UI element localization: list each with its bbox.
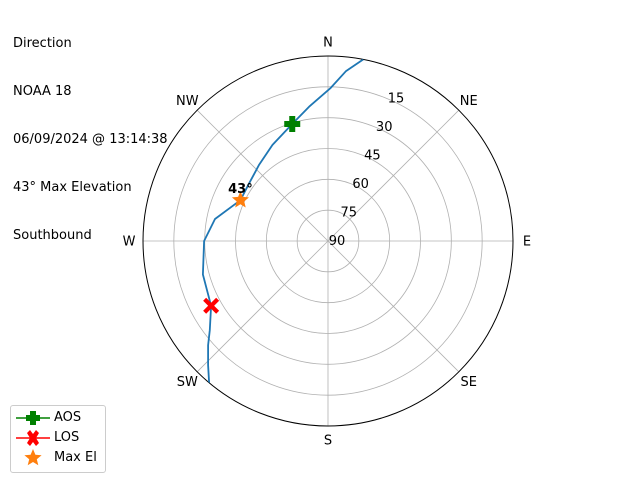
legend-label: Max El <box>54 450 97 465</box>
r-tick-label: 60 <box>352 177 369 192</box>
aos-marker <box>284 116 301 133</box>
theta-tick-label: NW <box>176 94 199 109</box>
max-el-annotation: 43° <box>228 182 253 197</box>
track-line <box>201 58 364 383</box>
theta-tick-label: SW <box>177 375 198 390</box>
grid-radial-line <box>327 109 460 242</box>
r-tick-label: 90 <box>329 234 346 249</box>
los-marker <box>203 297 220 314</box>
theta-tick-label: S <box>324 434 332 449</box>
theta-tick-label: E <box>523 235 531 250</box>
legend-item-max-el: Max El <box>11 448 105 468</box>
r-tick-label: 45 <box>364 149 381 164</box>
legend-label: LOS <box>54 430 80 445</box>
theta-tick-label: NE <box>460 94 478 109</box>
title-line: Southbound <box>13 228 92 243</box>
x-marker-icon <box>16 430 50 446</box>
r-tick-label: 30 <box>376 120 393 135</box>
star-marker-icon <box>24 449 42 466</box>
grid-radial-line <box>327 240 460 373</box>
theta-tick-label: N <box>323 36 333 51</box>
grid-radial-line <box>196 109 329 242</box>
chart-title: Direction NOAA 18 06/09/2024 @ 13:14:38 … <box>13 4 168 260</box>
title-line: 43° Max Elevation <box>13 180 132 195</box>
title-line: NOAA 18 <box>13 84 72 99</box>
legend-item-los: LOS <box>11 428 105 448</box>
r-tick-label: 15 <box>388 92 405 107</box>
max-el-marker <box>231 191 249 208</box>
grid-radial-line <box>196 240 329 373</box>
plus-marker-icon <box>16 411 50 425</box>
legend: AOS LOS Max El <box>10 405 106 473</box>
r-tick-label: 75 <box>341 206 358 221</box>
theta-tick-label: W <box>123 235 136 250</box>
title-line: Direction <box>13 36 72 51</box>
title-line: 06/09/2024 @ 13:14:38 <box>13 132 168 147</box>
outer-circle <box>142 55 514 427</box>
theta-tick-label: SE <box>460 375 476 390</box>
legend-label: AOS <box>54 410 82 425</box>
legend-item-aos: AOS <box>11 408 105 428</box>
